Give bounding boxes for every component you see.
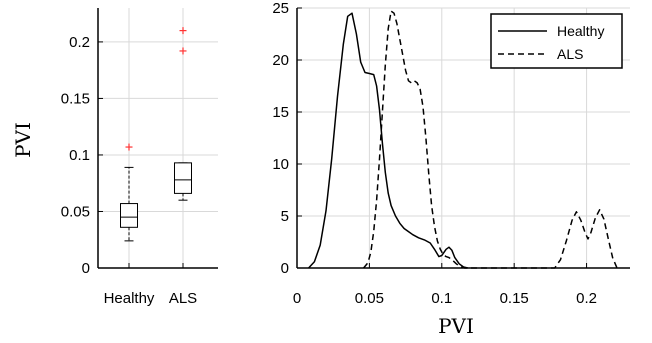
- box-iqr: [174, 162, 192, 194]
- density-x-tick-label: 0.05: [355, 290, 384, 307]
- density-y-tick-label: 20: [272, 52, 289, 69]
- legend-als-label: ALS: [557, 46, 583, 62]
- density-y-tick-label: 5: [281, 208, 289, 225]
- boxplot-y-tick-label: 0.05: [61, 203, 90, 220]
- legend-healthy-label: Healthy: [557, 23, 604, 39]
- density-series-als: [363, 10, 618, 269]
- boxplot-y-axis-label: PVI: [11, 122, 35, 158]
- boxplot-category-label: ALS: [169, 290, 197, 307]
- density-x-ticks: 0 0.05 0.1 0.15 0.2: [293, 263, 597, 307]
- density-lines: [308, 10, 618, 269]
- density-x-axis-label: PVI: [438, 314, 474, 338]
- boxplot-panel: 0 0.05 0.1 0.15 0.2 Healthy ALS PVI: [11, 8, 218, 307]
- density-series-healthy: [308, 12, 468, 269]
- boxplot-grid: [98, 8, 218, 269]
- boxplot-category-labels: Healthy ALS: [104, 290, 198, 307]
- boxplot-axes: [97, 8, 218, 269]
- boxplot-boxes: [120, 27, 192, 242]
- box-iqr: [120, 203, 138, 228]
- boxplot-y-tick-label: 0.15: [61, 90, 90, 107]
- density-axes: [296, 8, 630, 269]
- density-x-tick-label: 0.1: [431, 290, 452, 307]
- boxplot-y-tick-label: 0.2: [69, 34, 90, 51]
- density-y-tick-label: 25: [272, 0, 289, 17]
- density-y-tick-label: 0: [281, 260, 289, 277]
- density-x-tick-label: 0.15: [500, 290, 529, 307]
- density-y-tick-label: 10: [272, 156, 289, 173]
- legend-box: [490, 13, 623, 69]
- boxplot-y-ticks: 0 0.05 0.1 0.15 0.2: [61, 34, 184, 277]
- density-y-tick-label: 15: [272, 104, 289, 121]
- density-legend: Healthy ALS: [490, 13, 623, 69]
- density-x-tick-label: 0: [293, 290, 301, 307]
- density-panel: 0 0.05 0.1 0.15 0.2 0 5 10 15 20 25 PVI Healthy A…: [272, 0, 630, 338]
- density-x-tick-label: 0.2: [576, 290, 597, 307]
- density-y-ticks: 0 5 10 15 20 25: [272, 0, 302, 277]
- boxplot-category-label: Healthy: [104, 290, 155, 307]
- boxplot-y-tick-label: 0.1: [69, 147, 90, 164]
- boxplot-y-tick-label: 0: [82, 260, 90, 277]
